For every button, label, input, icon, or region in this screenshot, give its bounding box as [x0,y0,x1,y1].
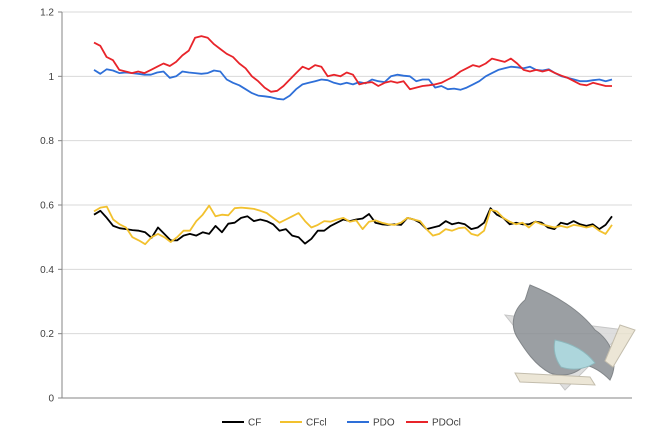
y-tick-label: 0 [48,394,54,405]
logo-stick-icon [514,372,596,386]
grid-lines [62,11,632,335]
legend: CF CFcl PDO PDOcl [222,418,461,429]
axes [58,11,632,399]
y-tick-label: 0.6 [40,201,54,212]
legend-label-cf: CF [248,418,261,429]
logo-shark-jaw-icon [553,339,596,370]
logo-stick-blade-icon [604,324,636,368]
y-tick-label: 0.4 [40,265,54,276]
series-line-pdo [93,65,613,101]
y-tick-label: 1.2 [40,8,54,19]
team-logo [503,284,636,391]
series-line-cf [93,207,613,245]
y-tick-label: 0.2 [40,329,54,340]
legend-label-pdo: PDO [373,418,395,429]
y-tick-label: 0.8 [40,136,54,147]
series-line-pdocl [93,35,612,93]
y-tick-label: 1 [48,72,54,83]
series-line-cfcl [93,204,613,246]
legend-label-pdocl: PDOcl [432,418,461,429]
y-tick-labels: 0 0.2 0.4 0.6 0.8 1 1.2 [40,8,54,405]
series-lines [93,35,613,246]
legend-label-cfcl: CFcl [306,418,327,429]
